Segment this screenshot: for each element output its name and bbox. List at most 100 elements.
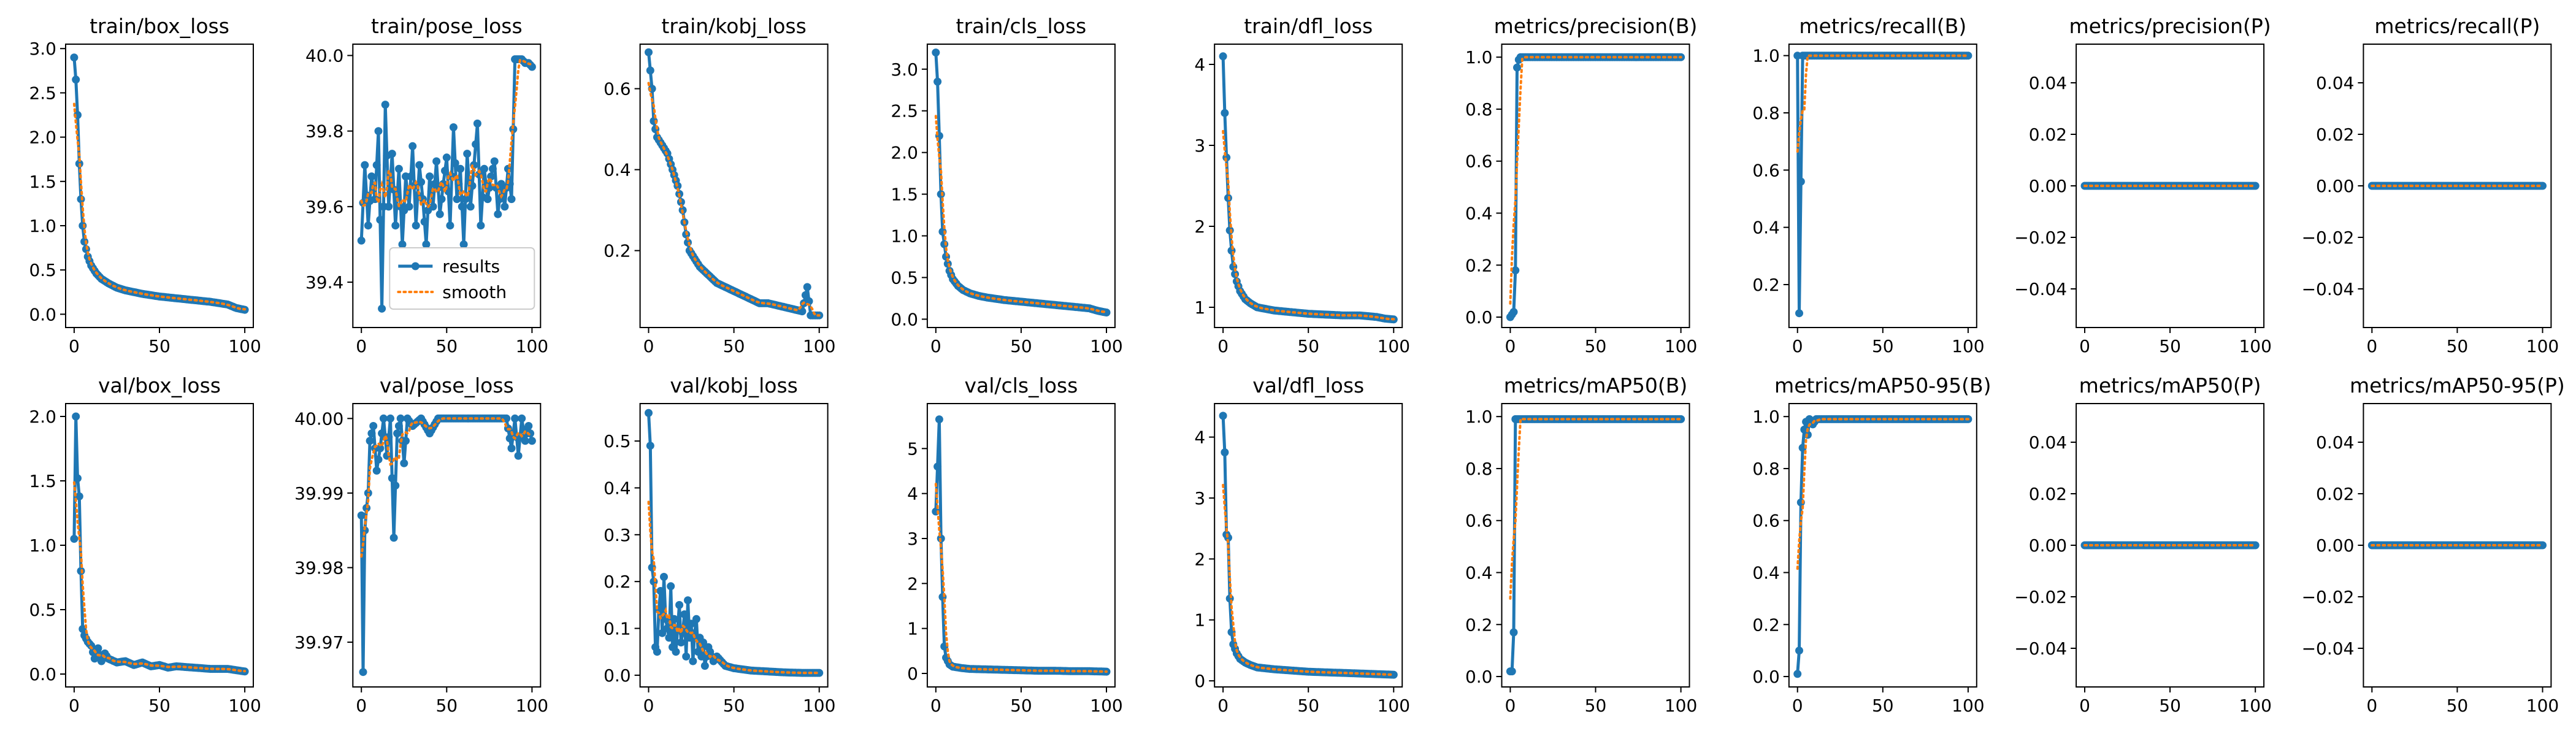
y-tick-label: 0.5 xyxy=(604,431,631,451)
results-line xyxy=(1510,417,1681,673)
results-point xyxy=(1219,412,1227,420)
subplot-title: metrics/precision(P) xyxy=(2069,14,2271,38)
results-point xyxy=(94,644,102,653)
results-point xyxy=(359,668,367,677)
results-point xyxy=(412,221,420,230)
results-point xyxy=(422,240,431,248)
y-tick-label: 0.04 xyxy=(2316,432,2354,453)
y-tick-label: 0.04 xyxy=(2316,73,2354,93)
x-tick-label: 0 xyxy=(2079,696,2090,716)
y-tick-label: 0.0 xyxy=(1752,667,1780,687)
results-point xyxy=(366,437,374,445)
results-point xyxy=(527,437,536,445)
y-tick-label: 40.00 xyxy=(294,408,343,429)
results-point xyxy=(477,221,485,230)
x-tick-label: 100 xyxy=(1665,696,1697,716)
results-point xyxy=(815,669,824,677)
results-point xyxy=(500,202,509,211)
results-point xyxy=(1677,415,1685,423)
series-group xyxy=(2367,182,2547,190)
results-point xyxy=(670,615,678,623)
results-line xyxy=(1509,55,1681,318)
results-point xyxy=(1513,63,1521,72)
x-tick-label: 0 xyxy=(69,696,80,716)
series-group xyxy=(932,48,1111,316)
results-line xyxy=(1796,54,1968,315)
subplot-title: metrics/precision(B) xyxy=(1494,14,1698,38)
axes-frame xyxy=(639,44,829,328)
results-point xyxy=(2539,541,2547,550)
results-point xyxy=(391,221,400,230)
x-tick-label: 50 xyxy=(1010,336,1032,356)
y-tick-label: 0.2 xyxy=(604,241,631,261)
results-point xyxy=(692,615,700,623)
smooth-line xyxy=(934,115,1108,313)
results-point xyxy=(376,215,385,224)
y-tick-label: 2.0 xyxy=(891,143,918,163)
results-point xyxy=(1509,628,1518,637)
results-point xyxy=(74,474,82,483)
y-tick-label: 39.97 xyxy=(294,632,343,653)
results-point xyxy=(937,190,945,199)
legend: results smooth xyxy=(389,247,535,310)
series-group xyxy=(1506,53,1685,321)
results-point xyxy=(1509,308,1518,316)
subplot-title: val/box_loss xyxy=(98,374,221,397)
y-tick-label: 2 xyxy=(1194,217,1205,237)
x-tick-label: 50 xyxy=(435,336,458,356)
results-point xyxy=(415,161,424,169)
smooth-line xyxy=(360,417,534,558)
results-point xyxy=(667,582,675,591)
subplot-title: train/pose_loss xyxy=(371,14,523,38)
axes-frame xyxy=(1214,44,1403,328)
y-tick-label: 1.0 xyxy=(1465,407,1493,427)
results-point xyxy=(514,451,523,460)
y-tick-label: 0.6 xyxy=(1752,511,1780,531)
x-tick-label: 0 xyxy=(643,336,654,356)
x-tick-label: 50 xyxy=(148,336,171,356)
subplot-train-cls-loss: train/cls_loss 0 50 100 0.0 0.5 1.0 1.5 2.0 2.5 3.… xyxy=(891,14,1122,356)
y-tick-label: 4 xyxy=(1194,427,1205,448)
results-point xyxy=(437,195,446,204)
x-tick-label: 0 xyxy=(2366,336,2377,356)
axes-frame xyxy=(1788,403,1977,688)
y-tick-label: 0.0 xyxy=(29,664,56,684)
results-point xyxy=(389,534,398,542)
results-point xyxy=(653,648,661,656)
results-point xyxy=(466,202,475,211)
subplot-metrics-precision-p-: metrics/precision(P) 0 50 100 −0.04 −0.02 0.00… xyxy=(2014,14,2272,356)
results-point xyxy=(933,462,942,471)
subplot-title: metrics/mAP50(B) xyxy=(1504,374,1688,397)
y-tick-label: 0.04 xyxy=(2029,432,2067,453)
y-tick-label: 0.5 xyxy=(29,260,56,280)
legend-box xyxy=(389,247,535,310)
series-group xyxy=(645,408,824,677)
y-tick-label: 0.00 xyxy=(2316,535,2354,556)
series-group xyxy=(1219,412,1398,679)
series-group xyxy=(357,55,536,313)
results-point xyxy=(75,492,83,500)
y-tick-label: 1.0 xyxy=(29,535,56,556)
results-point xyxy=(507,444,516,453)
subplot-title: val/pose_loss xyxy=(380,374,514,397)
y-tick-label: 1.0 xyxy=(1465,47,1493,67)
results-point xyxy=(1511,266,1520,275)
results-point xyxy=(472,140,480,148)
smooth-line xyxy=(360,58,534,210)
x-tick-label: 50 xyxy=(723,336,745,356)
results-point xyxy=(684,596,692,605)
results-point xyxy=(405,202,413,211)
y-tick-label: 1.0 xyxy=(1752,46,1780,66)
results-point xyxy=(461,195,470,204)
results-point xyxy=(72,75,80,84)
results-point xyxy=(398,240,407,248)
results-point xyxy=(364,221,372,230)
y-tick-label: 0 xyxy=(1194,671,1205,691)
y-tick-label: 3 xyxy=(1194,136,1205,156)
y-tick-label: 0 xyxy=(907,664,918,684)
subplot-title: metrics/mAP50-95(B) xyxy=(1774,374,1991,397)
results-point xyxy=(507,195,516,204)
results-line xyxy=(1221,56,1394,321)
results-point xyxy=(490,157,499,166)
y-tick-label: 3 xyxy=(907,529,918,549)
